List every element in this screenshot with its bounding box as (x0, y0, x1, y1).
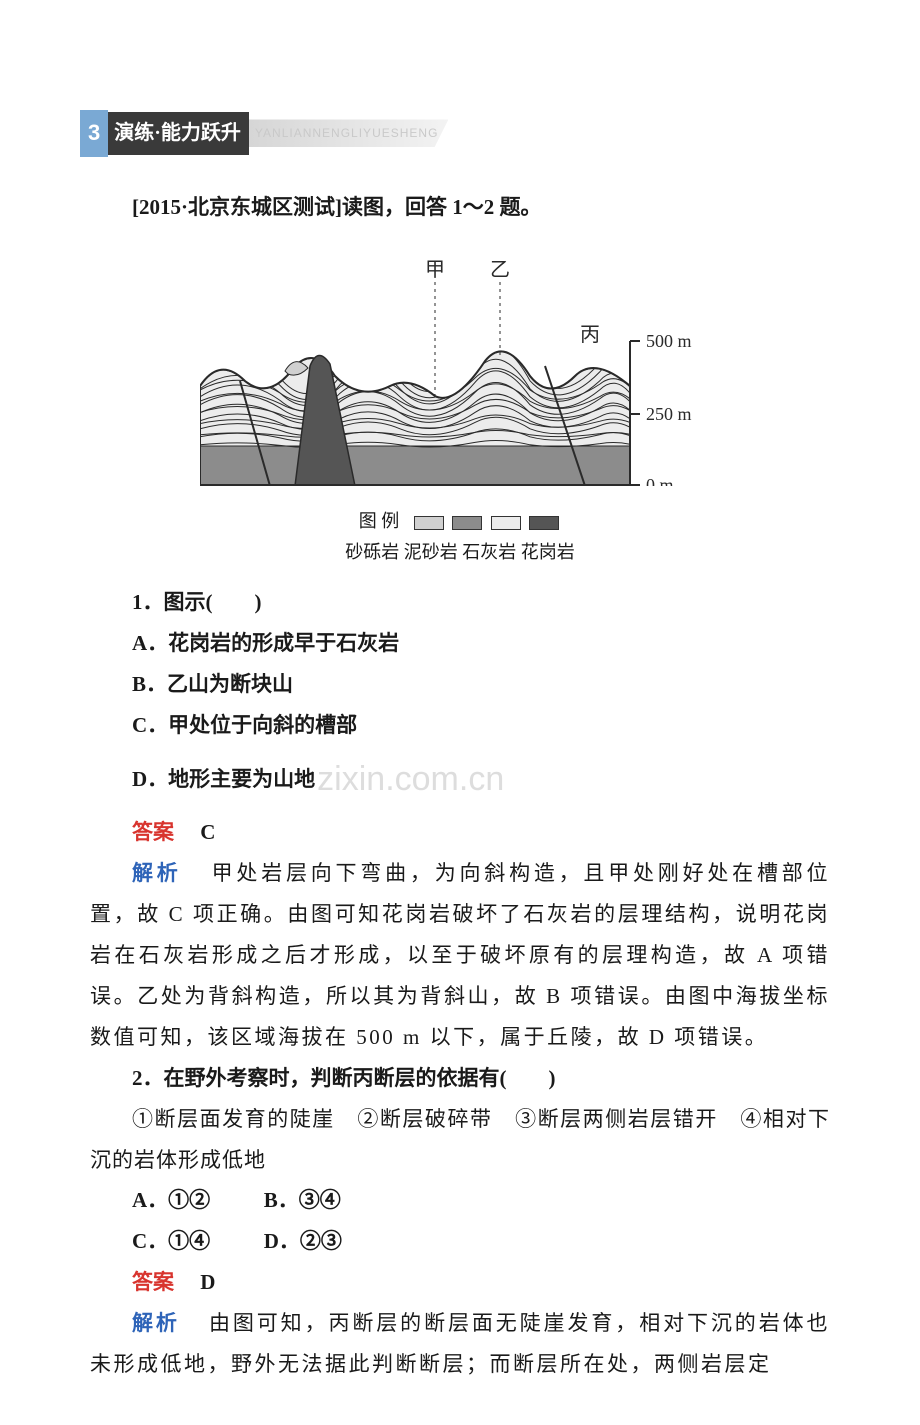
q2-explanation: 解析 由图可知，丙断层的断层面无陡崖发育，相对下沉的岩体也未形成低地，野外无法据… (90, 1303, 830, 1385)
swatch-granite (529, 516, 559, 530)
legend-names: 砂砾岩 泥砂岩 石灰岩 花岗岩 (90, 535, 830, 570)
q2-opts-cd: C．①④ D．②③ (90, 1221, 830, 1262)
svg-text:250 m: 250 m (646, 404, 692, 424)
q2-choices: ①断层面发育的陡崖 ②断层破碎带 ③断层两侧岩层错开 ④相对下沉的岩体形成低地 (90, 1099, 830, 1181)
rock-name-sandy: 砂砾岩 (345, 542, 399, 562)
rock-name-mudsand: 泥砂岩 (404, 542, 458, 562)
q2-stem: 2．在野外考察时，判断丙断层的依据有( ) (90, 1058, 830, 1099)
explain-label: 解析 (132, 861, 182, 885)
svg-text:丙: 丙 (580, 324, 600, 346)
q1-explain-text: 甲处岩层向下弯曲，为向斜构造，且甲处刚好处在槽部位置，故 C 项正确。由图可知花… (90, 861, 830, 1049)
tag-number: 3 (80, 110, 108, 157)
q2-explain-text: 由图可知，丙断层的断层面无陡崖发育，相对下沉的岩体也未形成低地，野外无法据此判断… (90, 1311, 830, 1376)
swatch-sandy (414, 516, 444, 530)
cross-section-svg: 甲 乙丙 500 m 250 m 0 m (200, 246, 720, 486)
svg-text:乙: 乙 (490, 259, 510, 281)
q1-answer: C (200, 820, 215, 844)
q1-explanation: 解析 甲处岩层向下弯曲，为向斜构造，且甲处刚好处在槽部位置，故 C 项正确。由图… (90, 853, 830, 1058)
answer-label: 答案 (132, 820, 174, 844)
geology-figure: 甲 乙丙 500 m 250 m 0 m 图 例 砂砾岩 泥砂岩 石灰岩 花岗岩 (90, 246, 830, 570)
svg-text:0 m: 0 m (646, 475, 674, 486)
swatch-limestone (491, 516, 521, 530)
rock-name-limestone: 石灰岩 (462, 542, 516, 562)
answer-label-2: 答案 (132, 1270, 174, 1294)
q2-opt-d: D．②③ (264, 1229, 342, 1253)
tag-pinyin: YANLIANNENGLIYUESHENG (249, 119, 449, 147)
q1-answer-line: 答案 C (90, 812, 830, 853)
q1-opt-c: C．甲处位于向斜的槽部 (90, 705, 830, 746)
explain-label-2: 解析 (132, 1311, 180, 1335)
q1-opt-b: B．乙山为断块山 (90, 664, 830, 705)
svg-text:甲: 甲 (425, 259, 445, 281)
watermark-text: zixin.com.cn (317, 760, 504, 798)
q2-opts-ab: A．①② B．③④ (90, 1180, 830, 1221)
q2-opt-a: A．①② (132, 1188, 210, 1212)
rock-name-granite: 花岗岩 (521, 542, 575, 562)
q1-opt-d-wrap: D．地形主要为山地zixin.com.cn (90, 746, 504, 812)
swatch-mudsand (452, 516, 482, 530)
q2-answer: D (200, 1270, 215, 1294)
svg-text:500 m: 500 m (646, 331, 692, 351)
q1-stem: 1．图示( ) (90, 582, 830, 623)
section-tag: 3 演练·能力跃升 YANLIANNENGLIYUESHENG (80, 110, 830, 157)
tag-title: 演练·能力跃升 (108, 112, 249, 155)
intro-text: [2015·北京东城区测试]读图，回答 1～2 题。 (90, 187, 830, 228)
q2-opt-b: B．③④ (264, 1188, 341, 1212)
q2-opt-c: C．①④ (132, 1229, 210, 1253)
q1-opt-d: D．地形主要为山地 (132, 767, 315, 791)
legend-title: 图 例 (359, 511, 400, 531)
legend-row: 图 例 (90, 504, 830, 539)
q2-answer-line: 答案 D (90, 1262, 830, 1303)
q1-opt-a: A．花岗岩的形成早于石灰岩 (90, 623, 830, 664)
